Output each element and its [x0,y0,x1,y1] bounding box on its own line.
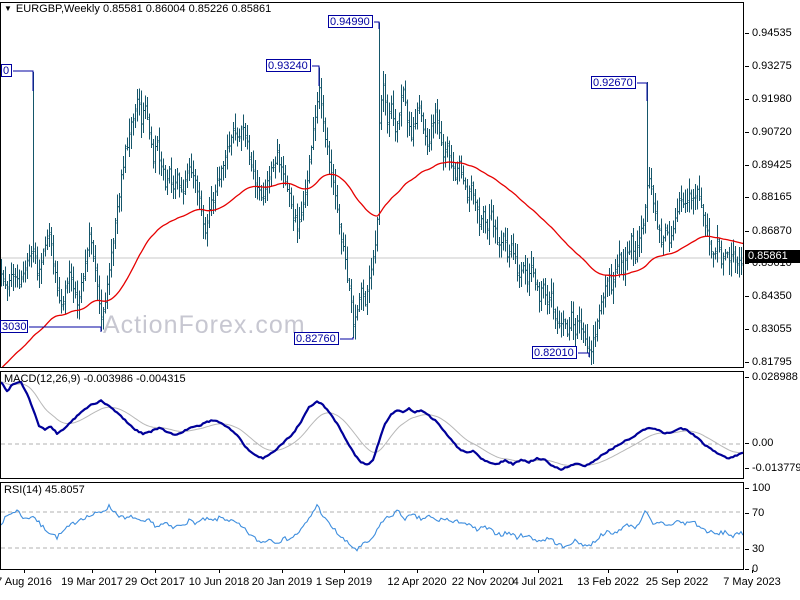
time-axis-tick [282,570,283,573]
time-axis-label: 12 Apr 2020 [387,576,447,588]
price-chart-canvas [1,21,743,367]
close-value: 0.85861 [231,3,272,15]
time-axis-label: 20 Jan 2019 [251,576,313,588]
watermark: ActionForex.com [103,311,306,339]
time-axis-tick [92,570,93,573]
price-axis-label: 0.90720 [752,126,792,138]
rsi-panel: RSI(14) 45.8057 [0,482,744,570]
price-axis-tick [745,296,749,297]
macd-axis-label: 0.028988 [752,371,798,383]
price-axis-tick [745,263,749,264]
rsi-axis-label: 30 [752,543,765,555]
time-axis-label: 7 Aug 2016 [0,576,52,588]
macd-indicator-label: MACD(12,26,9) -0.003986 -0.004315 [4,373,186,385]
open-value: 0.85581 [102,3,143,15]
rsi-axis-label: 100 [752,482,771,494]
price-axis-label: 0.86870 [752,225,792,237]
macd-axis-label: -0.013779 [752,462,800,474]
time-axis-label: 7 May 2023 [723,576,781,588]
time-axis-tick [608,570,609,573]
price-label-box: 0.92670 [591,76,636,89]
price-axis-label: 0.93275 [752,60,792,72]
time-axis-label: 22 Nov 2020 [451,576,515,588]
rsi-axis-tick [745,488,749,489]
symbol-label: EURGBP,Weekly [15,3,100,15]
rsi-axis-tick [745,513,749,514]
symbol-header: ▼ EURGBP,Weekly 0.85581 0.86004 0.85226 0… [4,3,271,15]
time-axis-tick [677,570,678,573]
price-panel [0,2,744,368]
macd-panel: MACD(12,26,9) -0.003986 -0.004315 [0,371,744,479]
price-axis-label: 0.81795 [752,356,792,368]
macd-axis-tick [745,443,749,444]
price-axis-label: 0.84350 [752,290,792,302]
price-axis-label: 0.91980 [752,93,792,105]
price-label-box: 0.93240 [266,59,311,72]
rsi-axis-tick [745,549,749,550]
macd-axis-tick [745,468,749,469]
time-axis-label: 13 Feb 2022 [577,576,639,588]
price-axis-tick [745,165,749,166]
price-label-box: 0 [1,64,12,77]
macd-axis-label: 0.00 [752,437,774,449]
time-axis-label: 4 Jul 2021 [512,576,564,588]
price-axis-tick [745,33,749,34]
time-axis-tick [344,570,345,573]
price-axis-tick [745,197,749,198]
symbol-dropdown-icon: ▼ [4,4,12,13]
rsi-indicator-label: RSI(14) 45.8057 [4,484,85,496]
price-label-box: 0.82760 [294,332,339,345]
macd-axis-tick [745,377,749,378]
price-label-box: 3030 [0,320,29,333]
rsi-axis-label: 70 [752,507,765,519]
time-axis-tick [417,570,418,573]
time-axis-tick [24,570,25,573]
low-value: 0.85226 [188,3,229,15]
price-axis-label: 0.83055 [752,323,792,335]
time-axis-tick [752,570,753,573]
price-axis-label: 0.89425 [752,159,792,171]
price-axis-tick [745,132,749,133]
price-axis-tick [745,99,749,100]
time-axis-tick [538,570,539,573]
high-value: 0.86004 [145,3,186,15]
price-axis-tick [745,66,749,67]
rsi-axis-tick [745,569,749,570]
rsi-chart-canvas [1,503,743,552]
price-axis-tick [745,362,749,363]
price-axis-label: 0.88165 [752,191,792,203]
price-axis-tick [745,329,749,330]
price-axis-tick [745,231,749,232]
time-axis-label: 1 Sep 2019 [315,576,373,588]
price-label-box: 0.82010 [532,346,577,359]
time-axis-tick [155,570,156,573]
rsi-axis-label: 0 [752,563,759,575]
price-label-box: 0.94990 [328,15,373,28]
time-axis-label: 29 Oct 2017 [125,576,185,588]
time-axis-tick [219,570,220,573]
time-axis-label: 10 Jun 2018 [188,576,250,588]
time-axis-tick [483,570,484,573]
macd-chart-canvas [1,380,743,471]
time-axis-label: 25 Sep 2022 [645,576,709,588]
time-axis-label: 19 Mar 2017 [61,576,123,588]
current-price-tag: 0.85861 [745,250,800,263]
price-axis-label: 0.94535 [752,27,792,39]
